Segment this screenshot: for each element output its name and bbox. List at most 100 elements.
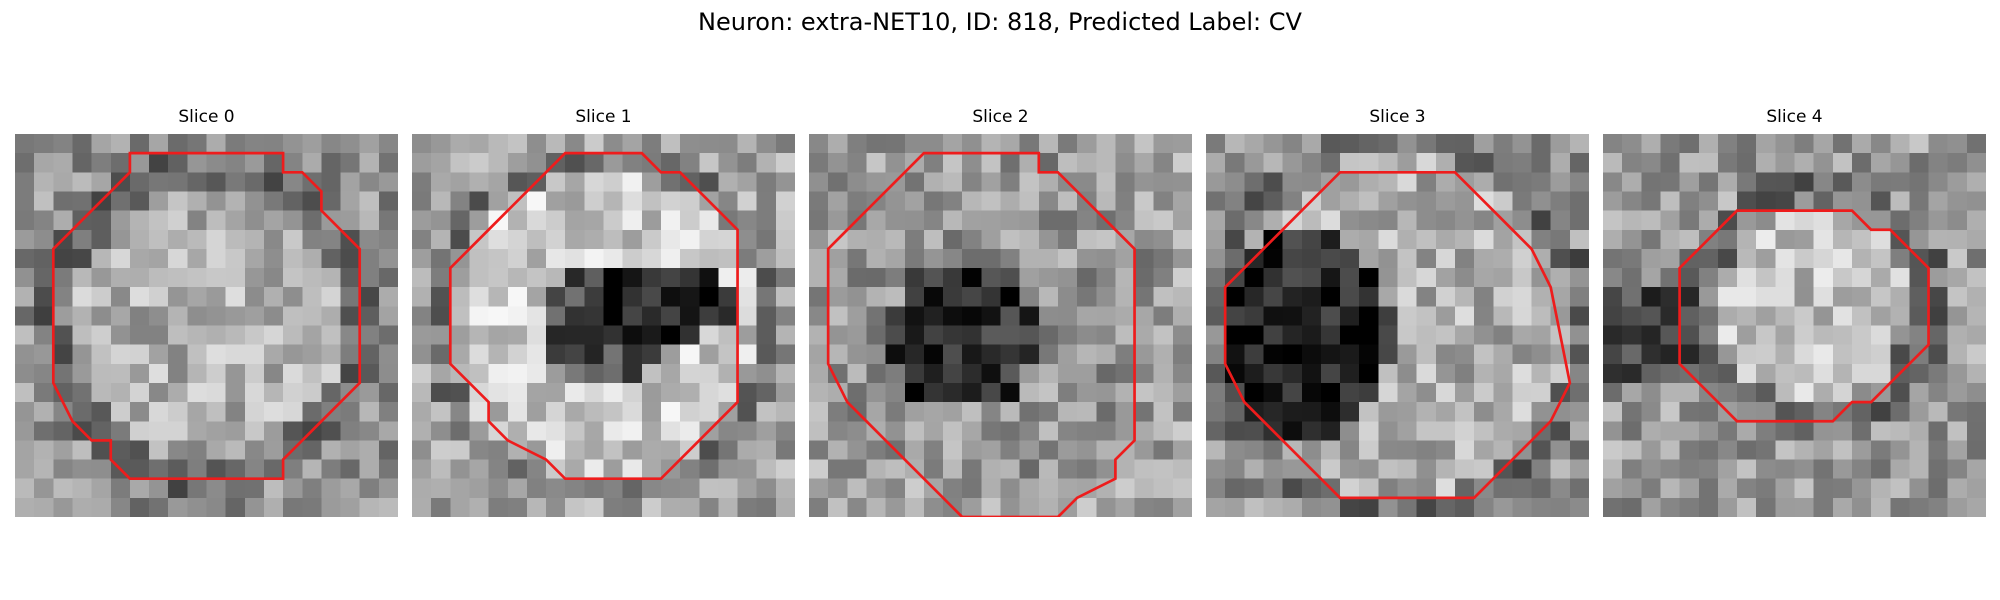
- image-pixel: [1641, 172, 1661, 192]
- image-pixel: [149, 210, 169, 231]
- image-pixel: [1397, 134, 1418, 154]
- image-pixel: [72, 497, 92, 517]
- image-pixel: [680, 402, 700, 422]
- image-pixel: [378, 287, 398, 307]
- image-pixel: [737, 440, 758, 460]
- image-pixel: [1493, 382, 1513, 403]
- image-pixel: [340, 325, 361, 346]
- image-pixel: [809, 287, 829, 307]
- image-pixel: [1569, 306, 1589, 326]
- image-pixel: [507, 134, 528, 154]
- image-pixel: [1454, 382, 1475, 403]
- image-pixel: [1569, 459, 1589, 480]
- image-pixel: [1077, 268, 1097, 288]
- slice-title: Slice 0: [178, 107, 235, 127]
- image-pixel: [680, 363, 700, 384]
- image-pixel: [1282, 459, 1303, 480]
- image-pixel: [1225, 344, 1245, 365]
- image-pixel: [1756, 459, 1776, 480]
- image-pixel: [1263, 440, 1283, 460]
- image-pixel: [981, 325, 1001, 346]
- image-pixel: [244, 421, 265, 441]
- image-pixel: [1813, 191, 1834, 211]
- image-pixel: [225, 191, 246, 211]
- image-pixel: [1603, 153, 1623, 173]
- image-pixel: [603, 153, 624, 173]
- image-pixel: [1660, 248, 1680, 269]
- image-pixel: [660, 191, 681, 211]
- image-pixel: [34, 248, 54, 269]
- image-pixel: [302, 287, 322, 307]
- image-pixel: [1603, 440, 1623, 460]
- image-pixel: [263, 459, 284, 480]
- image-pixel: [775, 172, 795, 192]
- image-pixel: [1775, 402, 1795, 422]
- image-pixel: [149, 134, 169, 154]
- image-pixel: [546, 363, 566, 384]
- image-pixel: [641, 229, 662, 250]
- image-pixel: [450, 382, 470, 403]
- image-pixel: [866, 363, 886, 384]
- image-pixel: [431, 229, 451, 250]
- image-pixel: [981, 497, 1001, 517]
- image-pixel: [1172, 363, 1192, 384]
- image-pixel: [1320, 459, 1341, 480]
- image-pixel: [244, 459, 265, 480]
- image-pixel: [1225, 382, 1245, 403]
- image-pixel: [1454, 229, 1475, 250]
- image-pixel: [1813, 210, 1834, 231]
- image-pixel: [565, 421, 585, 441]
- image-pixel: [1737, 497, 1757, 517]
- image-pixel: [168, 478, 188, 499]
- image-pixel: [962, 268, 982, 288]
- image-pixel: [809, 459, 829, 480]
- image-pixel: [378, 478, 398, 499]
- image-pixel: [149, 363, 169, 384]
- image-pixel: [1134, 421, 1155, 441]
- image-pixel: [72, 191, 92, 211]
- image-pixel: [1550, 229, 1571, 250]
- image-pixel: [1096, 229, 1116, 250]
- image-pixel: [981, 210, 1001, 231]
- image-pixel: [1622, 134, 1642, 154]
- image-pixel: [699, 287, 719, 307]
- image-pixel: [378, 459, 398, 480]
- image-pixel: [1794, 402, 1815, 422]
- image-pixel: [641, 172, 662, 192]
- image-pixel: [1359, 325, 1379, 346]
- image-pixel: [15, 287, 35, 307]
- image-pixel: [885, 325, 906, 346]
- image-pixel: [1550, 363, 1571, 384]
- image-pixel: [1096, 134, 1116, 154]
- image-pixel: [1737, 287, 1757, 307]
- image-pixel: [1550, 382, 1571, 403]
- image-pixel: [1301, 210, 1322, 231]
- image-pixel: [1947, 363, 1968, 384]
- image-pixel: [622, 268, 643, 288]
- image-pixel: [1454, 210, 1475, 231]
- image-pixel: [1153, 172, 1174, 192]
- image-pixel: [641, 191, 662, 211]
- image-pixel: [1340, 191, 1360, 211]
- image-pixel: [584, 268, 604, 288]
- image-pixel: [321, 440, 341, 460]
- image-pixel: [321, 344, 341, 365]
- image-pixel: [622, 478, 643, 499]
- image-pixel: [1359, 382, 1379, 403]
- image-pixel: [1660, 306, 1680, 326]
- image-pixel: [847, 268, 867, 288]
- image-pixel: [431, 306, 451, 326]
- image-pixel: [1077, 459, 1097, 480]
- image-pixel: [1416, 497, 1437, 517]
- image-pixel: [1717, 382, 1738, 403]
- image-pixel: [866, 210, 886, 231]
- image-pixel: [1531, 344, 1552, 365]
- image-pixel: [756, 248, 777, 269]
- image-pixel: [283, 153, 303, 173]
- image-pixel: [1947, 268, 1968, 288]
- image-pixel: [680, 153, 700, 173]
- image-pixel: [1077, 325, 1097, 346]
- image-pixel: [1641, 287, 1661, 307]
- image-pixel: [1512, 497, 1532, 517]
- image-pixel: [168, 191, 188, 211]
